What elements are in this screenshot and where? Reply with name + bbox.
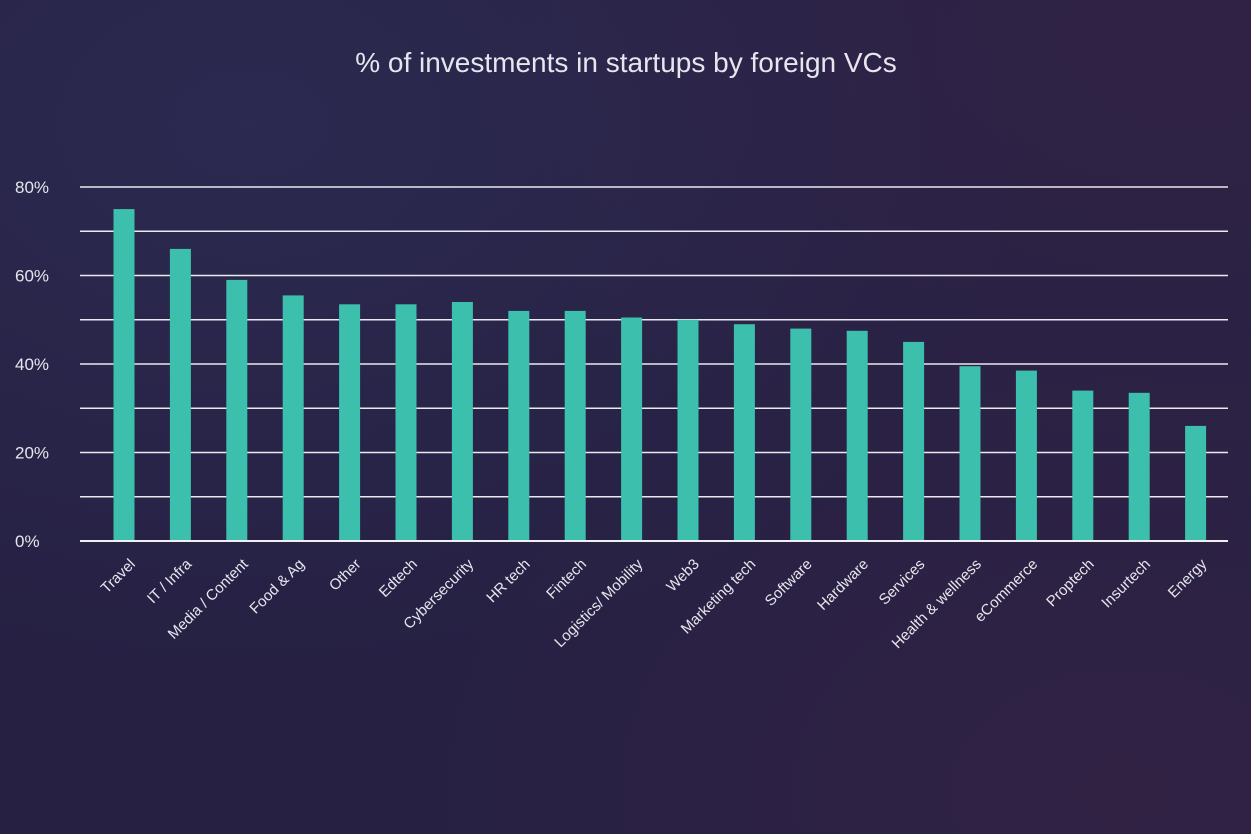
x-tick-label: Fintech xyxy=(543,556,590,603)
x-tick-label: Proptech xyxy=(1043,556,1097,610)
bar-fintech xyxy=(564,310,586,541)
bar-services xyxy=(903,341,925,541)
bar-insurtech xyxy=(1128,392,1150,541)
chart-title: % of investments in startups by foreign … xyxy=(355,47,897,78)
bar-hardware xyxy=(846,330,868,541)
y-axis-tick-labels: 0% 20% 40% 60% 80% xyxy=(15,178,49,551)
bar-hr-tech xyxy=(508,310,530,541)
bar-web3 xyxy=(677,319,699,542)
bar-energy xyxy=(1185,425,1207,541)
y-tick-label: 60% xyxy=(15,267,49,286)
y-tick-label: 20% xyxy=(15,444,49,463)
bar-software xyxy=(790,328,812,541)
x-tick-label: Hardware xyxy=(814,556,872,614)
bar-edtech xyxy=(395,304,417,541)
y-tick-label: 80% xyxy=(15,178,49,197)
x-tick-label: Edtech xyxy=(376,556,421,601)
x-tick-label: Travel xyxy=(98,556,139,597)
bar-media-content xyxy=(226,279,248,541)
x-tick-label: Software xyxy=(762,556,816,610)
y-tick-label: 0% xyxy=(15,532,40,551)
bar-cybersecurity xyxy=(451,302,473,541)
x-tick-label: Other xyxy=(326,556,365,595)
x-tick-label: HR tech xyxy=(483,556,533,606)
bar-proptech xyxy=(1072,390,1094,541)
x-tick-label: Energy xyxy=(1165,555,1211,601)
x-tick-label: Food & Ag xyxy=(246,556,308,618)
bar-it-infra xyxy=(169,248,191,541)
bar-food-ag xyxy=(282,295,304,541)
y-tick-label: 40% xyxy=(15,355,49,374)
x-tick-label: IT / Infra xyxy=(144,555,196,607)
gridlines xyxy=(80,186,1228,498)
bar-other xyxy=(339,304,361,541)
x-tick-label: Insurtech xyxy=(1098,556,1154,612)
bar-ecommerce xyxy=(1015,370,1037,541)
x-tick-label: Web3 xyxy=(663,556,703,596)
bars xyxy=(113,209,1207,542)
bar-travel xyxy=(113,209,135,541)
bar-health-wellness xyxy=(959,366,981,541)
bar-marketing-tech xyxy=(733,324,755,541)
x-tick-label: Services xyxy=(876,556,929,609)
bar-logistics-mobility xyxy=(621,317,643,541)
